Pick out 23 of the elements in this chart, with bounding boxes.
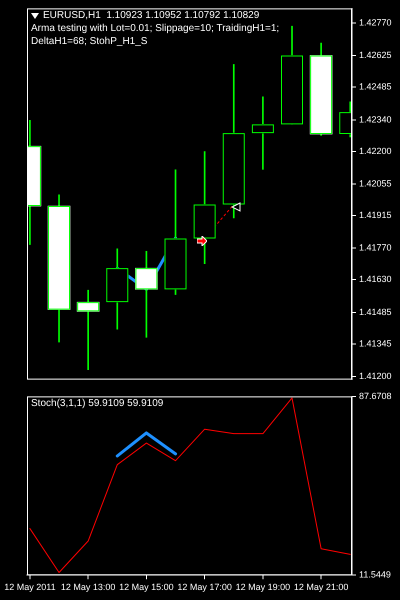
- x-tick-label: 12 May 17:00: [177, 582, 232, 592]
- y-tick-label: 1.41770: [359, 242, 392, 253]
- x-tick-label: 12 May 19:00: [236, 582, 290, 592]
- x-tick-label: 12 May 21:00: [294, 582, 348, 592]
- y-tick-label: 11.5449: [359, 570, 391, 580]
- y-tick-label: 1.41345: [359, 338, 392, 348]
- chart-title: Stoch(3,1,1) 59.9109 59.9109: [31, 397, 164, 410]
- text: Arma testing with Lot=0.01; Slippage=10; TraidingH1=1; DeltaH1=68; StohP_H1_S: [31, 22, 280, 48]
- y-tick-label: 1.42625: [359, 50, 392, 60]
- y-tick-label: 1.41630: [359, 274, 392, 284]
- x-tick-label: 12 May 15:00: [119, 582, 174, 592]
- y-tick-label: 1.42340: [359, 114, 392, 124]
- x-tick-label: 12 May 13:00: [60, 582, 116, 592]
- y-tick-label: 1.42055: [359, 178, 392, 188]
- y-tick-label: 1.42200: [359, 146, 392, 156]
- chart-title: EURUSD,H1 1.10923 1.10952 1.10792 1.10829: [43, 9, 260, 22]
- y-tick-label: 1.41915: [359, 210, 392, 220]
- y-tick-label: 1.42485: [359, 82, 392, 92]
- y-tick-label: 87.6708: [359, 390, 392, 401]
- y-tick-label: 1.41200: [359, 370, 392, 381]
- y-tick-label: 1.42770: [359, 18, 392, 28]
- y-tick-label: 1.41485: [359, 306, 392, 317]
- x-tick-label: 12 May 2011: [4, 582, 56, 592]
